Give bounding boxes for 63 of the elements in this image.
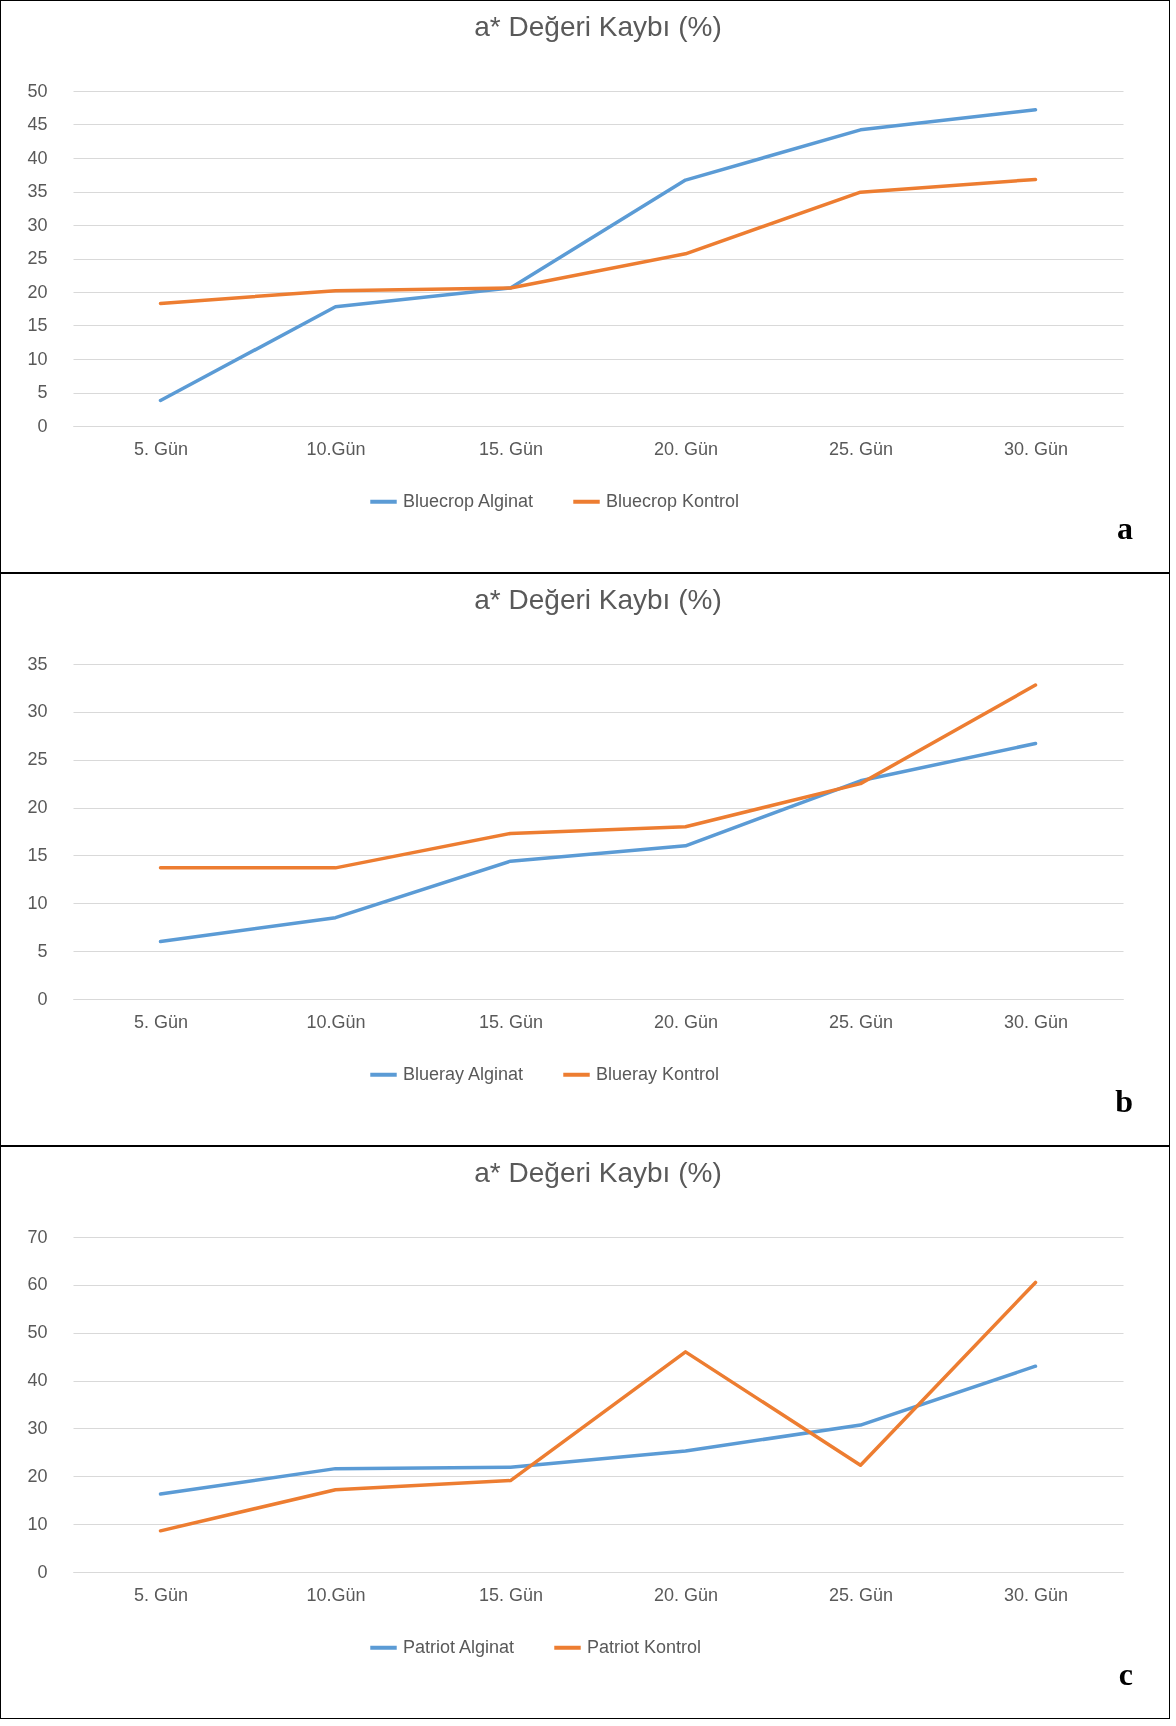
x-tick-label: 15. Gün xyxy=(478,1011,544,1032)
y-tick-label: 35 xyxy=(27,653,48,674)
legend-label: Bluecrop Alginat xyxy=(403,490,534,511)
y-tick-label: 50 xyxy=(27,1322,48,1343)
y-tick-label: 60 xyxy=(27,1274,48,1295)
line-series xyxy=(158,1280,1038,1533)
y-tick-label: 70 xyxy=(27,1226,48,1247)
y-tick-label: 10 xyxy=(27,348,48,369)
legend-label: Bluecrop Kontrol xyxy=(606,490,740,511)
line-series xyxy=(158,177,1038,306)
y-tick-label: 5 xyxy=(37,382,48,402)
y-tick-label: 20 xyxy=(27,1465,48,1486)
chart-title: a* Değeri Kaybı (%) xyxy=(474,1157,722,1188)
x-tick-label: 15. Gün xyxy=(478,1584,544,1605)
legend-label: Patriot Kontrol xyxy=(587,1636,702,1657)
y-tick-label: 15 xyxy=(27,315,48,335)
y-tick-label: 15 xyxy=(27,844,48,865)
y-tick-label: 10 xyxy=(27,892,48,913)
y-tick-label: 45 xyxy=(27,114,48,134)
y-tick-label: 40 xyxy=(27,1370,48,1391)
y-tick-label: 25 xyxy=(27,749,48,770)
y-tick-label: 50 xyxy=(27,80,48,101)
x-tick-label: 10.Gün xyxy=(306,438,366,459)
x-tick-label: 30. Gün xyxy=(1003,1584,1069,1605)
y-tick-label: 5 xyxy=(37,940,48,961)
legend-label: Blueray Alginat xyxy=(403,1063,524,1084)
line-series xyxy=(158,741,1038,944)
legend-label: Blueray Kontrol xyxy=(596,1063,720,1084)
y-tick-label: 30 xyxy=(27,701,48,722)
text: c xyxy=(1118,1656,1133,1692)
y-tick-label: 25 xyxy=(27,248,48,268)
x-tick-label: 10.Gün xyxy=(306,1011,366,1032)
x-tick-label: 25. Gün xyxy=(828,1584,894,1605)
x-tick-label: 5. Gün xyxy=(133,438,189,459)
y-tick-label: 40 xyxy=(27,147,48,168)
y-tick-label: 20 xyxy=(27,797,48,818)
line-series xyxy=(158,1364,1038,1496)
x-tick-label: 5. Gün xyxy=(133,1011,189,1032)
x-tick-label: 5. Gün xyxy=(133,1584,189,1605)
y-tick-label: 0 xyxy=(37,988,48,1009)
y-tick-label: 0 xyxy=(37,415,48,436)
x-tick-label: 20. Gün xyxy=(653,1011,719,1032)
x-tick-label: 30. Gün xyxy=(1003,1011,1069,1032)
x-tick-label: 25. Gün xyxy=(828,1011,894,1032)
x-tick-label: 20. Gün xyxy=(653,1584,719,1605)
y-tick-label: 10 xyxy=(27,1513,48,1534)
text: b xyxy=(1115,1083,1133,1119)
legend-label: Patriot Alginat xyxy=(403,1636,515,1657)
y-tick-label: 35 xyxy=(27,181,48,201)
line-series xyxy=(158,683,1038,870)
x-tick-label: 20. Gün xyxy=(653,438,719,459)
line-series xyxy=(158,108,1038,403)
y-tick-label: 0 xyxy=(37,1561,48,1582)
x-tick-label: 10.Gün xyxy=(306,1584,366,1605)
x-tick-label: 30. Gün xyxy=(1003,438,1069,459)
text: a xyxy=(1117,510,1133,546)
x-tick-label: 25. Gün xyxy=(828,438,894,459)
x-tick-label: 15. Gün xyxy=(478,438,544,459)
chart-title: a* Değeri Kaybı (%) xyxy=(474,584,722,615)
y-tick-label: 20 xyxy=(27,281,48,302)
chart-title: a* Değeri Kaybı (%) xyxy=(474,11,722,42)
y-tick-label: 30 xyxy=(27,1417,48,1438)
y-tick-label: 30 xyxy=(27,214,48,235)
